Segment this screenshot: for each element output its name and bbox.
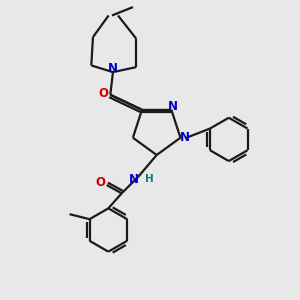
Text: O: O [96, 176, 106, 189]
Text: N: N [108, 61, 118, 75]
Text: N: N [179, 131, 189, 144]
Text: N: N [129, 173, 139, 186]
Text: N: N [168, 100, 178, 113]
Text: O: O [98, 87, 108, 100]
Text: H: H [145, 174, 154, 184]
